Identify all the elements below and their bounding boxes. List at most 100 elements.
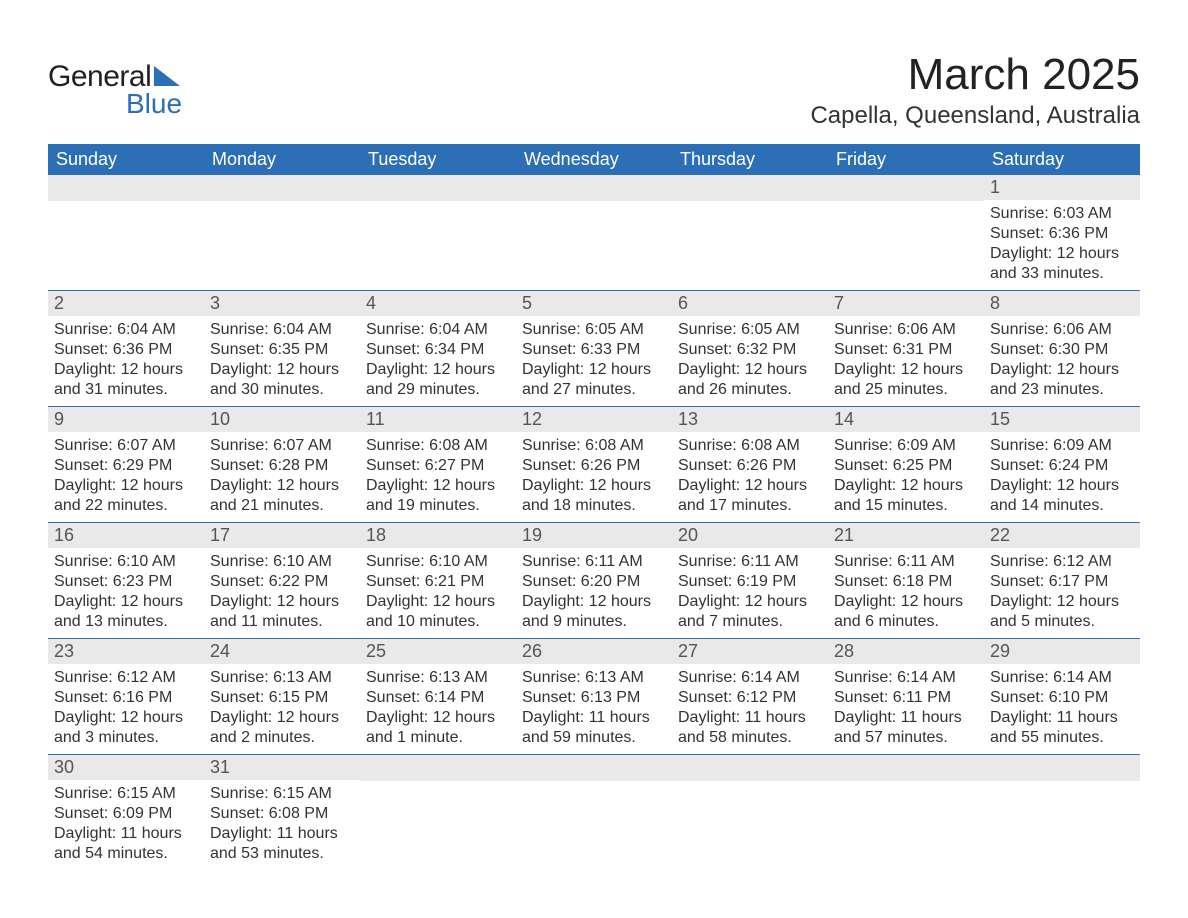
- day-details: Sunrise: 6:15 AMSunset: 6:09 PMDaylight:…: [48, 780, 204, 870]
- calendar-cell: [516, 755, 672, 870]
- detail-line: Daylight: 12 hours: [366, 360, 510, 380]
- detail-line: and 55 minutes.: [990, 728, 1134, 748]
- calendar-cell: 30Sunrise: 6:15 AMSunset: 6:09 PMDayligh…: [48, 755, 204, 870]
- detail-line: Sunset: 6:16 PM: [54, 688, 198, 708]
- detail-line: Sunset: 6:23 PM: [54, 572, 198, 592]
- detail-line: Daylight: 12 hours: [366, 708, 510, 728]
- day-number: 25: [360, 639, 516, 664]
- detail-line: Daylight: 12 hours: [834, 592, 978, 612]
- detail-line: Daylight: 12 hours: [522, 476, 666, 496]
- detail-line: Daylight: 12 hours: [990, 592, 1134, 612]
- detail-line: and 57 minutes.: [834, 728, 978, 748]
- detail-line: Sunset: 6:28 PM: [210, 456, 354, 476]
- day-details: Sunrise: 6:11 AMSunset: 6:18 PMDaylight:…: [828, 548, 984, 638]
- day-details: [828, 781, 984, 791]
- detail-line: and 9 minutes.: [522, 612, 666, 632]
- day-number: 21: [828, 523, 984, 548]
- day-details: Sunrise: 6:14 AMSunset: 6:10 PMDaylight:…: [984, 664, 1140, 754]
- detail-line: Daylight: 12 hours: [522, 360, 666, 380]
- day-details: Sunrise: 6:10 AMSunset: 6:23 PMDaylight:…: [48, 548, 204, 638]
- day-details: Sunrise: 6:10 AMSunset: 6:21 PMDaylight:…: [360, 548, 516, 638]
- detail-line: Sunrise: 6:06 AM: [834, 320, 978, 340]
- day-number: 8: [984, 291, 1140, 316]
- detail-line: and 5 minutes.: [990, 612, 1134, 632]
- calendar-week: 9Sunrise: 6:07 AMSunset: 6:29 PMDaylight…: [48, 407, 1140, 523]
- day-number: [48, 175, 204, 201]
- detail-line: Sunrise: 6:11 AM: [522, 552, 666, 572]
- detail-line: Sunrise: 6:15 AM: [210, 784, 354, 804]
- day-number: [516, 175, 672, 201]
- calendar: Sunday Monday Tuesday Wednesday Thursday…: [48, 144, 1140, 870]
- detail-line: Sunset: 6:29 PM: [54, 456, 198, 476]
- detail-line: Sunset: 6:19 PM: [678, 572, 822, 592]
- calendar-cell: 14Sunrise: 6:09 AMSunset: 6:25 PMDayligh…: [828, 407, 984, 522]
- detail-line: and 30 minutes.: [210, 380, 354, 400]
- day-details: Sunrise: 6:07 AMSunset: 6:28 PMDaylight:…: [204, 432, 360, 522]
- calendar-cell: 26Sunrise: 6:13 AMSunset: 6:13 PMDayligh…: [516, 639, 672, 754]
- detail-line: and 31 minutes.: [54, 380, 198, 400]
- detail-line: Sunset: 6:27 PM: [366, 456, 510, 476]
- calendar-cell: 9Sunrise: 6:07 AMSunset: 6:29 PMDaylight…: [48, 407, 204, 522]
- detail-line: Daylight: 12 hours: [678, 476, 822, 496]
- detail-line: and 53 minutes.: [210, 844, 354, 864]
- detail-line: and 29 minutes.: [366, 380, 510, 400]
- detail-line: Sunset: 6:36 PM: [990, 224, 1134, 244]
- day-number: 22: [984, 523, 1140, 548]
- day-number: 17: [204, 523, 360, 548]
- calendar-cell: 13Sunrise: 6:08 AMSunset: 6:26 PMDayligh…: [672, 407, 828, 522]
- day-details: [516, 781, 672, 791]
- detail-line: and 59 minutes.: [522, 728, 666, 748]
- detail-line: Sunset: 6:24 PM: [990, 456, 1134, 476]
- calendar-cell: 2Sunrise: 6:04 AMSunset: 6:36 PMDaylight…: [48, 291, 204, 406]
- day-number: [672, 755, 828, 781]
- detail-line: Sunrise: 6:11 AM: [834, 552, 978, 572]
- detail-line: Daylight: 11 hours: [990, 708, 1134, 728]
- day-details: Sunrise: 6:11 AMSunset: 6:20 PMDaylight:…: [516, 548, 672, 638]
- detail-line: Daylight: 11 hours: [834, 708, 978, 728]
- day-details: Sunrise: 6:09 AMSunset: 6:25 PMDaylight:…: [828, 432, 984, 522]
- detail-line: Sunset: 6:26 PM: [678, 456, 822, 476]
- day-number: 15: [984, 407, 1140, 432]
- detail-line: Sunrise: 6:14 AM: [678, 668, 822, 688]
- detail-line: Sunset: 6:15 PM: [210, 688, 354, 708]
- day-number: 24: [204, 639, 360, 664]
- calendar-cell: [48, 175, 204, 290]
- day-details: Sunrise: 6:05 AMSunset: 6:32 PMDaylight:…: [672, 316, 828, 406]
- calendar-cell: [828, 175, 984, 290]
- calendar-cell: 15Sunrise: 6:09 AMSunset: 6:24 PMDayligh…: [984, 407, 1140, 522]
- detail-line: and 17 minutes.: [678, 496, 822, 516]
- detail-line: Sunrise: 6:08 AM: [522, 436, 666, 456]
- day-details: [204, 201, 360, 211]
- location-subtitle: Capella, Queensland, Australia: [810, 102, 1140, 130]
- calendar-cell: [204, 175, 360, 290]
- detail-line: and 15 minutes.: [834, 496, 978, 516]
- detail-line: Daylight: 11 hours: [522, 708, 666, 728]
- day-details: Sunrise: 6:08 AMSunset: 6:27 PMDaylight:…: [360, 432, 516, 522]
- day-details: Sunrise: 6:12 AMSunset: 6:16 PMDaylight:…: [48, 664, 204, 754]
- detail-line: and 18 minutes.: [522, 496, 666, 516]
- detail-line: Sunrise: 6:12 AM: [54, 668, 198, 688]
- header-tuesday: Tuesday: [360, 144, 516, 175]
- calendar-cell: 19Sunrise: 6:11 AMSunset: 6:20 PMDayligh…: [516, 523, 672, 638]
- detail-line: Sunset: 6:21 PM: [366, 572, 510, 592]
- calendar-cell: 7Sunrise: 6:06 AMSunset: 6:31 PMDaylight…: [828, 291, 984, 406]
- detail-line: Daylight: 11 hours: [54, 824, 198, 844]
- header: General Blue March 2025 Capella, Queensl…: [48, 50, 1140, 138]
- day-details: Sunrise: 6:14 AMSunset: 6:12 PMDaylight:…: [672, 664, 828, 754]
- detail-line: Daylight: 12 hours: [210, 592, 354, 612]
- calendar-cell: [672, 175, 828, 290]
- day-number: 29: [984, 639, 1140, 664]
- header-sunday: Sunday: [48, 144, 204, 175]
- day-details: Sunrise: 6:10 AMSunset: 6:22 PMDaylight:…: [204, 548, 360, 638]
- day-number: 2: [48, 291, 204, 316]
- detail-line: and 1 minute.: [366, 728, 510, 748]
- detail-line: Sunrise: 6:04 AM: [366, 320, 510, 340]
- calendar-week: 16Sunrise: 6:10 AMSunset: 6:23 PMDayligh…: [48, 523, 1140, 639]
- header-monday: Monday: [204, 144, 360, 175]
- calendar-cell: 16Sunrise: 6:10 AMSunset: 6:23 PMDayligh…: [48, 523, 204, 638]
- day-number: [516, 755, 672, 781]
- detail-line: Sunrise: 6:14 AM: [834, 668, 978, 688]
- calendar-week: 23Sunrise: 6:12 AMSunset: 6:16 PMDayligh…: [48, 639, 1140, 755]
- day-details: Sunrise: 6:13 AMSunset: 6:13 PMDaylight:…: [516, 664, 672, 754]
- detail-line: Daylight: 12 hours: [834, 360, 978, 380]
